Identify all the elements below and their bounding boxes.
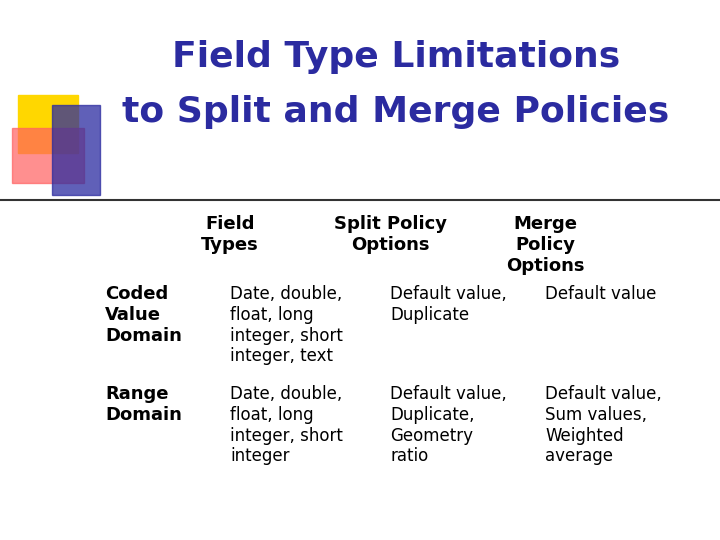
Text: Date, double,
float, long
integer, short
integer: Date, double, float, long integer, short… — [230, 385, 343, 465]
Text: to Split and Merge Policies: to Split and Merge Policies — [122, 95, 670, 129]
Text: Field
Types: Field Types — [201, 215, 259, 254]
Bar — [12, 128, 84, 183]
Text: Default value: Default value — [545, 285, 657, 303]
Text: Default value,
Duplicate: Default value, Duplicate — [390, 285, 507, 324]
Bar — [52, 105, 100, 195]
Text: Coded
Value
Domain: Coded Value Domain — [105, 285, 182, 345]
Bar — [18, 95, 78, 153]
Text: Date, double,
float, long
integer, short
integer, text: Date, double, float, long integer, short… — [230, 285, 343, 366]
Text: Range
Domain: Range Domain — [105, 385, 182, 424]
Text: Split Policy
Options: Split Policy Options — [333, 215, 446, 254]
Text: Default value,
Duplicate,
Geometry
ratio: Default value, Duplicate, Geometry ratio — [390, 385, 507, 465]
Text: Field Type Limitations: Field Type Limitations — [172, 40, 620, 74]
Text: Merge
Policy
Options: Merge Policy Options — [505, 215, 584, 275]
Text: Default value,
Sum values,
Weighted
average: Default value, Sum values, Weighted aver… — [545, 385, 662, 465]
